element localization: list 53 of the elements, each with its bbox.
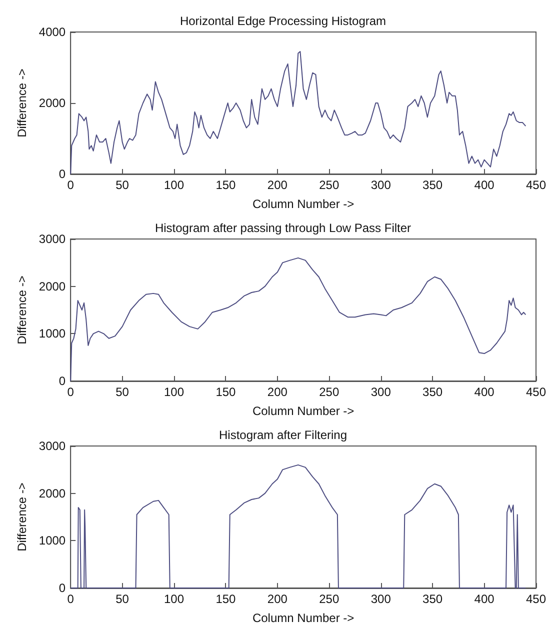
x-tick-label: 400 (474, 592, 495, 606)
x-tick-label: 450 (526, 592, 546, 606)
x-tick-label: 450 (526, 385, 546, 399)
x-tick-label: 350 (422, 592, 443, 606)
line-series (70, 257, 526, 382)
x-tick-label: 100 (164, 385, 184, 399)
x-tick-label: 250 (319, 592, 340, 606)
x-tick-label: 400 (474, 385, 495, 399)
x-tick-label: 0 (67, 178, 74, 192)
x-tick-label: 150 (216, 178, 236, 192)
x-axis-title: Column Number -> (252, 404, 354, 418)
x-tick-label: 350 (422, 385, 443, 399)
x-tick-label: 400 (474, 178, 495, 192)
line-series (70, 464, 526, 588)
y-tick-label: 2000 (38, 279, 66, 294)
x-tick-label: 150 (216, 592, 236, 606)
x-tick-label: 50 (116, 385, 130, 399)
x-tick-label: 250 (319, 385, 340, 399)
y-axis-title: Difference -> (15, 276, 29, 344)
x-axis-title: Column Number -> (252, 611, 354, 625)
x-tick-label: 50 (116, 178, 130, 192)
x-tick-label: 0 (67, 385, 74, 399)
y-tick-label: 0 (58, 374, 66, 388)
chart-title: Histogram after Filtering (218, 428, 348, 442)
y-tick-label: 1000 (38, 326, 66, 341)
x-tick-label: 100 (164, 178, 184, 192)
x-tick-label: 200 (267, 178, 288, 192)
line-series (70, 51, 526, 174)
x-tick-label: 300 (370, 385, 392, 399)
y-axis-title: Difference -> (15, 68, 29, 138)
x-tick-label: 100 (164, 592, 184, 606)
x-tick-label: 450 (526, 178, 546, 192)
x-tick-label: 250 (319, 178, 340, 192)
x-tick-label: 0 (67, 592, 74, 606)
x-tick-label: 350 (422, 178, 443, 192)
y-tick-label: 0 (58, 167, 66, 181)
y-tick-label: 3000 (38, 232, 66, 246)
x-tick-label: 200 (267, 385, 288, 399)
x-tick-label: 300 (370, 592, 392, 606)
chart-title: Histogram after passing through Low Pass Filter (154, 221, 412, 235)
y-tick-label: 3000 (38, 439, 66, 453)
chart-title: Horizontal Edge Processing Histogram (180, 14, 386, 28)
y-axis-title: Difference -> (15, 482, 29, 552)
x-axis-title: Column Number -> (252, 197, 354, 211)
x-tick-label: 200 (267, 592, 288, 606)
x-tick-label: 300 (370, 178, 392, 192)
x-tick-label: 50 (116, 592, 130, 606)
y-tick-label: 2000 (38, 486, 66, 500)
y-tick-label: 1000 (38, 534, 66, 548)
y-tick-label: 0 (58, 581, 66, 595)
y-tick-label: 2000 (38, 96, 66, 110)
x-tick-label: 150 (216, 385, 236, 399)
y-tick-label: 4000 (38, 25, 66, 39)
